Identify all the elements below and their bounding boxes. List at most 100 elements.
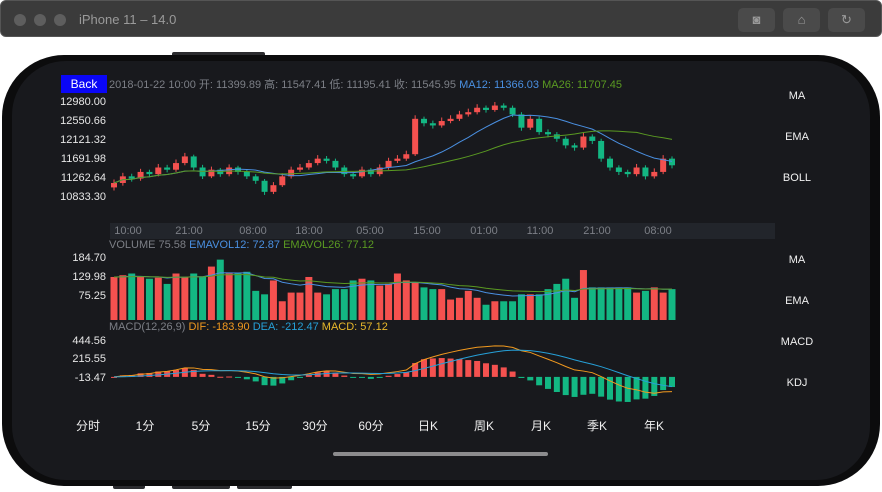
sub-indicator-ema[interactable]: EMA [785, 295, 809, 307]
emavol12-line [113, 272, 673, 297]
volume-bar [597, 287, 605, 320]
volume-bar [606, 287, 614, 320]
candle-info: 2018-01-22 10:00 开: 11399.89 高: 11547.41… [109, 76, 622, 92]
rotate-button[interactable]: ↻ [828, 8, 865, 32]
macd-bar [146, 372, 153, 377]
macd-axis-label: 444.56 [72, 335, 106, 347]
volume-bar [500, 301, 508, 320]
macd-bar [385, 375, 392, 377]
volume-bar [571, 297, 579, 320]
home-indicator[interactable] [333, 452, 548, 456]
volume-bar [128, 273, 136, 320]
phone-screen [12, 61, 870, 480]
tab-30min[interactable]: 30分 [302, 419, 328, 433]
macd-bar [261, 376, 268, 386]
volume-bar [473, 297, 481, 320]
macd-bar [199, 373, 206, 377]
candle-open: 开: 11399.89 [198, 79, 262, 91]
emavol26-line [113, 273, 673, 293]
candle-body [624, 171, 631, 175]
volume-bar [358, 278, 366, 320]
sub-indicator-macd[interactable]: MACD [780, 336, 814, 348]
main-indicator-boll[interactable]: BOLL [782, 172, 812, 184]
candle-body [642, 167, 649, 177]
candle-body [181, 156, 188, 164]
macd-axis-label: 215.55 [72, 353, 106, 365]
sub-indicator-kdj[interactable]: KDJ [786, 377, 808, 389]
tab-quarter[interactable]: 季K [586, 419, 607, 433]
candle-body [164, 167, 171, 170]
candle-close: 收: 11545.95 [393, 79, 457, 91]
phone-frame [2, 55, 880, 486]
candle-body [279, 176, 286, 186]
volume-bar [447, 299, 455, 320]
macd-bar [137, 373, 144, 377]
macd-axis-label: -13.47 [74, 372, 106, 384]
volume-bar [216, 259, 224, 320]
volume-bar [438, 289, 446, 320]
volume-bar [145, 278, 153, 320]
candle-body [598, 140, 605, 159]
macd-bar [208, 374, 215, 377]
candle-body [465, 112, 472, 115]
ma26-line [113, 130, 673, 184]
macd-bar [527, 376, 534, 381]
tab-15min[interactable]: 15分 [245, 419, 271, 433]
main-indicator-ma[interactable]: MA [788, 90, 806, 102]
candle-body [633, 167, 640, 175]
volume-bar [261, 294, 269, 320]
candle-body [660, 158, 667, 172]
macd-bar [651, 376, 658, 396]
price-axis-label: 12550.66 [60, 115, 106, 127]
tab-5min[interactable]: 5分 [191, 419, 211, 433]
zoom-window-button[interactable] [54, 14, 66, 26]
macd-bar [429, 358, 436, 377]
candle-body [571, 145, 578, 148]
tab-month[interactable]: 月K [530, 419, 551, 433]
candle-body [235, 167, 241, 172]
screenshot-button[interactable]: ◙ [738, 8, 775, 32]
candle-body [500, 105, 507, 108]
tab-timeshare[interactable]: 分时 [75, 419, 100, 433]
time-label: 08:00 [644, 225, 672, 237]
tab-1min[interactable]: 1分 [135, 419, 155, 433]
candle-body [421, 118, 427, 124]
macd-bar [509, 371, 516, 377]
sub-indicator-ma[interactable]: MA [788, 254, 806, 266]
macd-bar [642, 376, 649, 399]
macd-bar [394, 374, 401, 377]
main-indicator-ema[interactable]: EMA [785, 131, 809, 143]
volume-bar [349, 280, 357, 320]
tab-week[interactable]: 周K [473, 419, 494, 433]
volume-bar [163, 283, 171, 320]
minimize-window-button[interactable] [34, 14, 46, 26]
tab-year[interactable]: 年K [643, 419, 664, 433]
candle-body [589, 136, 596, 141]
macd-bar [438, 358, 445, 377]
macd-bar [190, 370, 197, 377]
macd-header: MACD(12,26,9) DIF: -183.90 DEA: -212.47 … [109, 321, 388, 333]
candle-body [137, 171, 144, 179]
volume-bar [420, 287, 428, 320]
volume-bar [172, 273, 180, 320]
back-button[interactable]: Back [61, 75, 107, 93]
volume-bar [110, 276, 118, 320]
dea-value: DEA: -212.47 [252, 321, 319, 333]
candle-body [447, 118, 454, 122]
macd-bar [288, 376, 295, 381]
candle-body [553, 134, 560, 139]
macd-bar [483, 363, 489, 377]
volume-bar [190, 273, 198, 320]
dif-line [113, 345, 673, 394]
volume-bar [429, 289, 437, 320]
volume-axis-label: 75.25 [78, 290, 106, 302]
tab-day[interactable]: 日K [417, 419, 438, 433]
home-button[interactable]: ⌂ [783, 8, 820, 32]
candle-body [155, 167, 162, 175]
volume-bar [650, 287, 658, 320]
close-window-button[interactable] [14, 14, 26, 26]
macd-bar [500, 367, 507, 377]
tab-60min[interactable]: 60分 [358, 419, 384, 433]
candle-body [146, 171, 153, 175]
